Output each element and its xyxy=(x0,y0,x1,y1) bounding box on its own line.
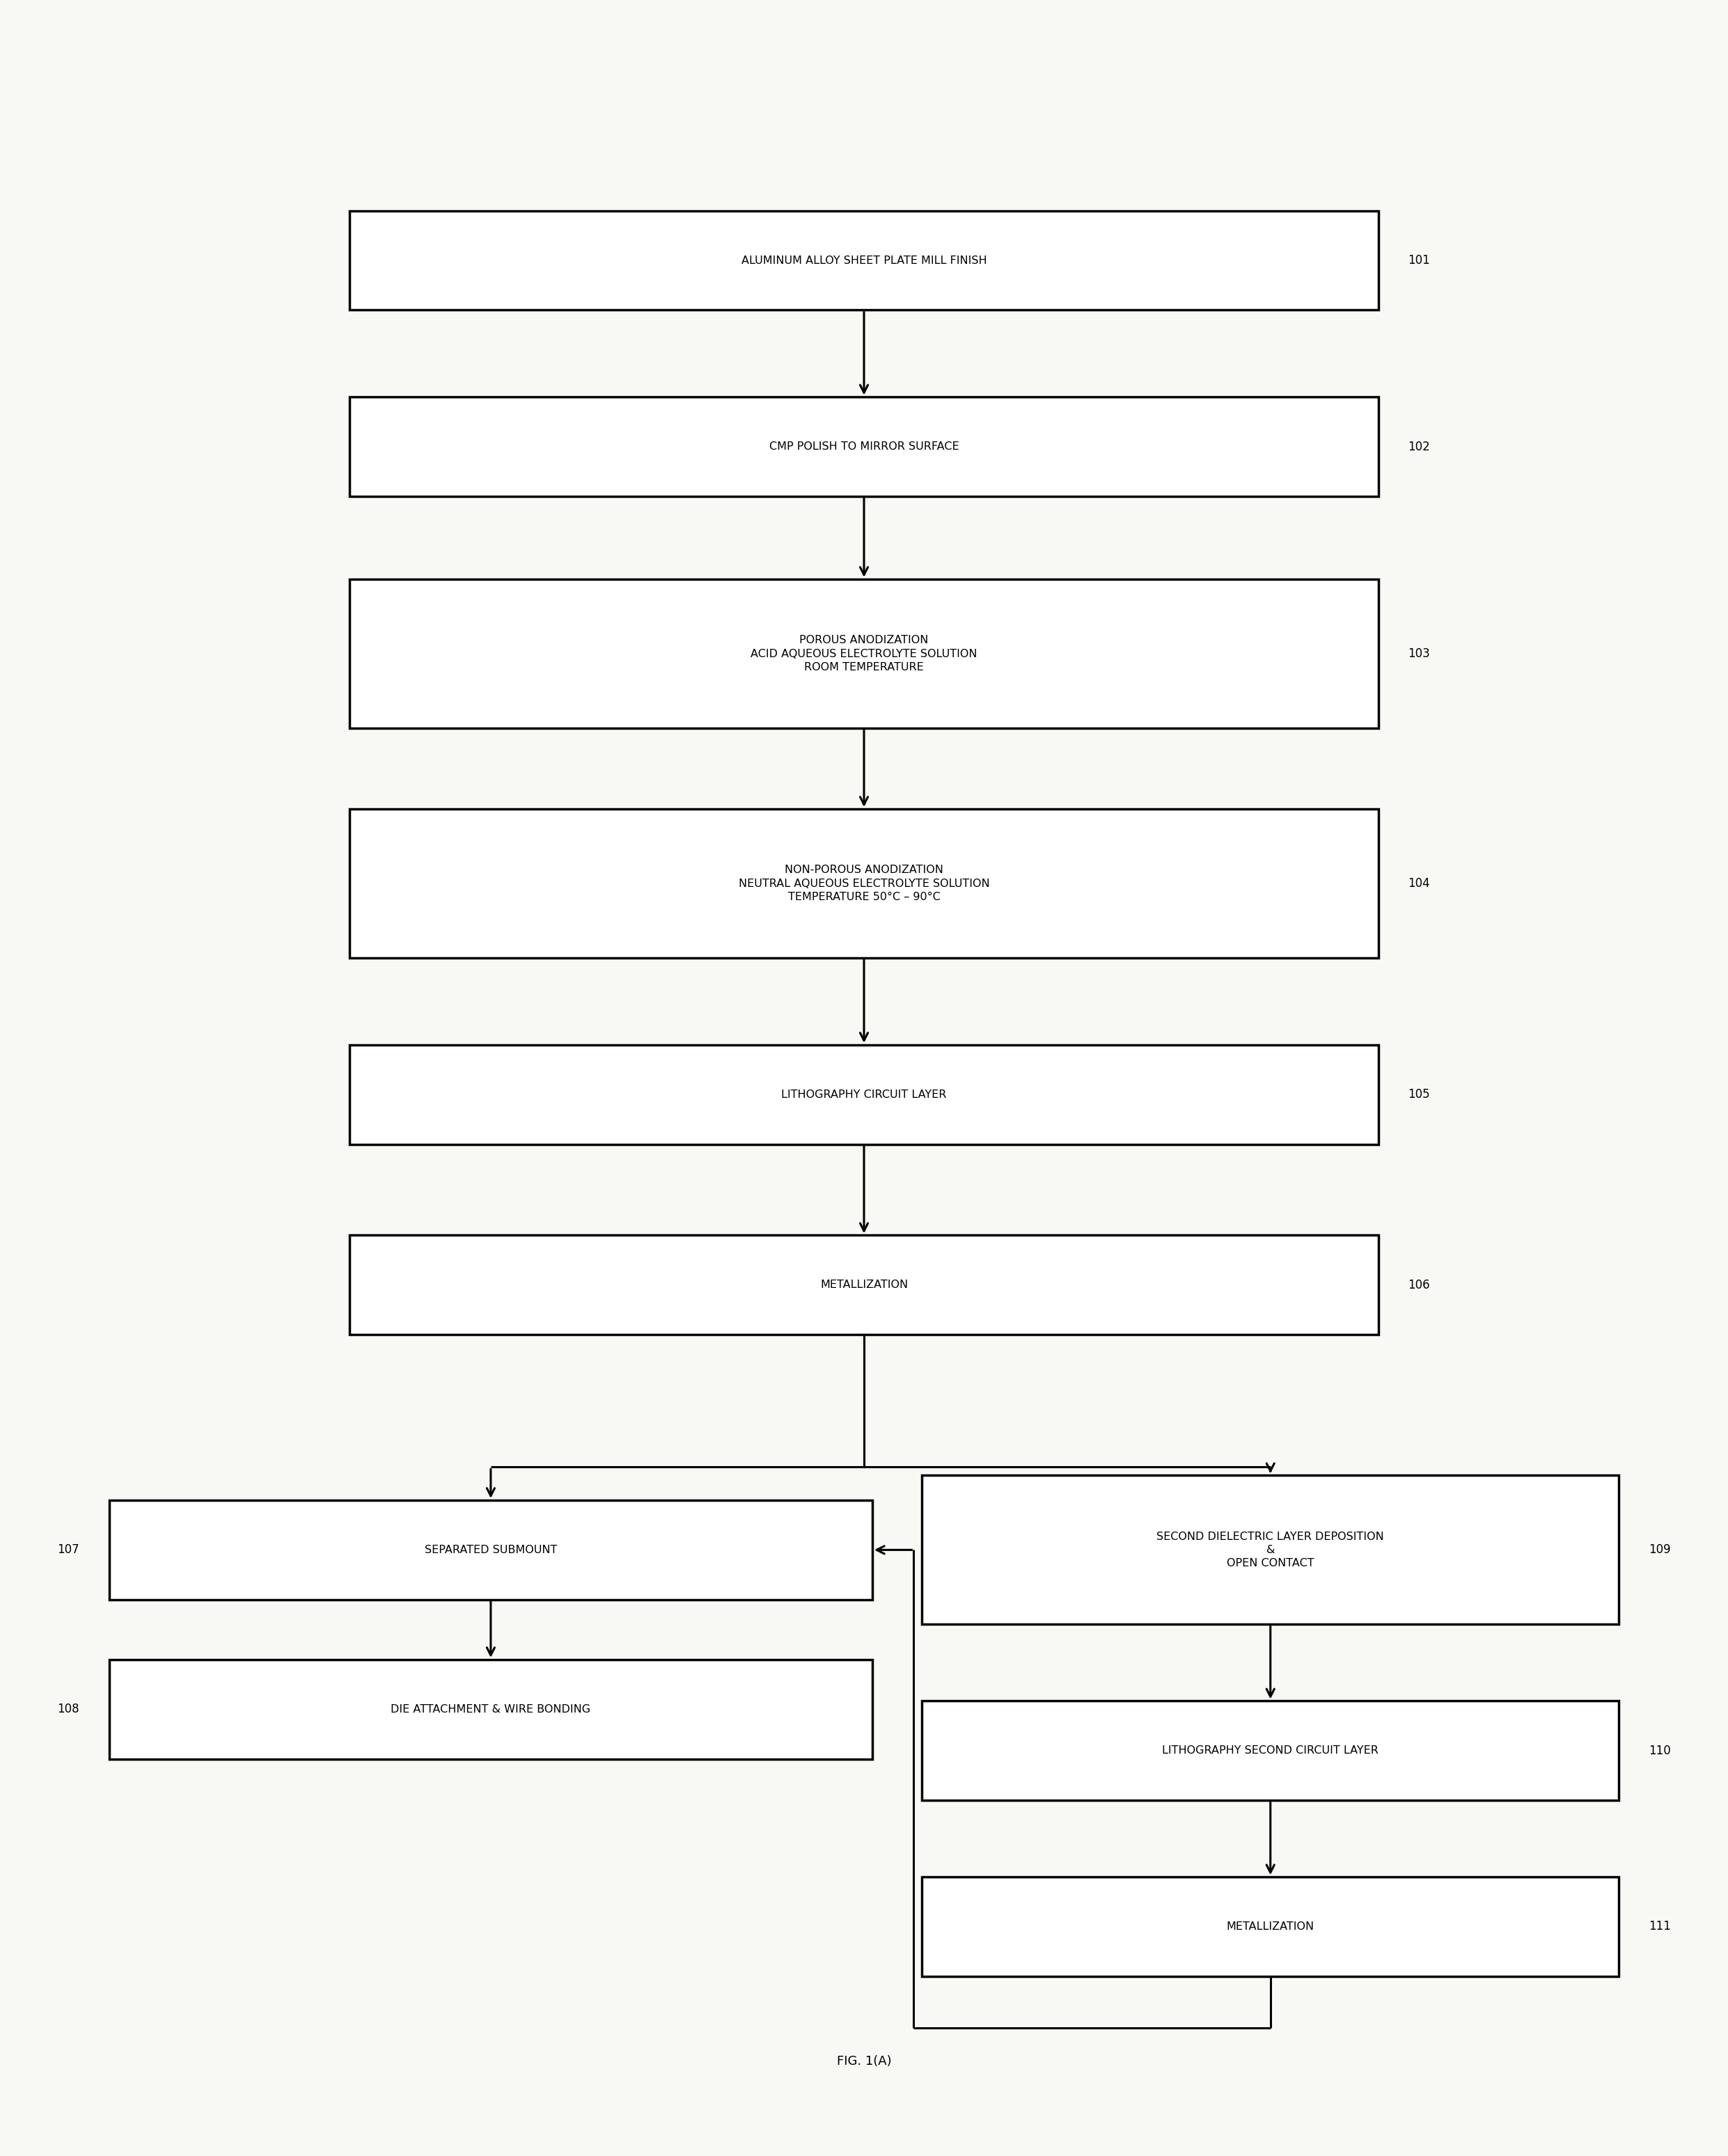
Bar xyxy=(349,211,1379,310)
Bar xyxy=(923,1878,1619,1977)
Text: LITHOGRAPHY CIRCUIT LAYER: LITHOGRAPHY CIRCUIT LAYER xyxy=(781,1089,947,1100)
Text: FIG. 1(A): FIG. 1(A) xyxy=(836,2055,892,2068)
Text: POROUS ANODIZATION
ACID AQUEOUS ELECTROLYTE SOLUTION
ROOM TEMPERATURE: POROUS ANODIZATION ACID AQUEOUS ELECTROL… xyxy=(750,636,978,673)
Text: METALLIZATION: METALLIZATION xyxy=(821,1281,907,1289)
Text: 101: 101 xyxy=(1408,254,1431,267)
Text: 109: 109 xyxy=(1649,1544,1671,1557)
Text: NON-POROUS ANODIZATION
NEUTRAL AQUEOUS ELECTROLYTE SOLUTION
TEMPERATURE 50°C – 9: NON-POROUS ANODIZATION NEUTRAL AQUEOUS E… xyxy=(738,865,990,901)
Bar xyxy=(349,580,1379,729)
Bar xyxy=(349,1235,1379,1335)
Bar xyxy=(109,1501,873,1600)
Text: 110: 110 xyxy=(1649,1744,1671,1757)
Text: LITHOGRAPHY SECOND CIRCUIT LAYER: LITHOGRAPHY SECOND CIRCUIT LAYER xyxy=(1163,1746,1379,1755)
Bar xyxy=(109,1660,873,1759)
Text: METALLIZATION: METALLIZATION xyxy=(1227,1921,1315,1932)
Text: 107: 107 xyxy=(57,1544,79,1557)
Text: 103: 103 xyxy=(1408,647,1431,660)
Text: ALUMINUM ALLOY SHEET PLATE MILL FINISH: ALUMINUM ALLOY SHEET PLATE MILL FINISH xyxy=(741,254,987,265)
Bar xyxy=(349,397,1379,496)
Text: SECOND DIELECTRIC LAYER DEPOSITION
&
OPEN CONTACT: SECOND DIELECTRIC LAYER DEPOSITION & OPE… xyxy=(1156,1531,1384,1570)
Text: DIE ATTACHMENT & WIRE BONDING: DIE ATTACHMENT & WIRE BONDING xyxy=(391,1703,591,1714)
Bar xyxy=(923,1475,1619,1623)
Text: 108: 108 xyxy=(57,1703,79,1716)
Text: 104: 104 xyxy=(1408,877,1431,890)
Text: SEPARATED SUBMOUNT: SEPARATED SUBMOUNT xyxy=(425,1544,556,1554)
Bar xyxy=(923,1701,1619,1800)
Text: CMP POLISH TO MIRROR SURFACE: CMP POLISH TO MIRROR SURFACE xyxy=(769,442,959,453)
Text: 111: 111 xyxy=(1649,1921,1671,1934)
Text: 106: 106 xyxy=(1408,1279,1431,1291)
Bar xyxy=(349,808,1379,957)
Bar xyxy=(349,1046,1379,1145)
Text: 102: 102 xyxy=(1408,440,1431,453)
Text: 105: 105 xyxy=(1408,1089,1431,1102)
